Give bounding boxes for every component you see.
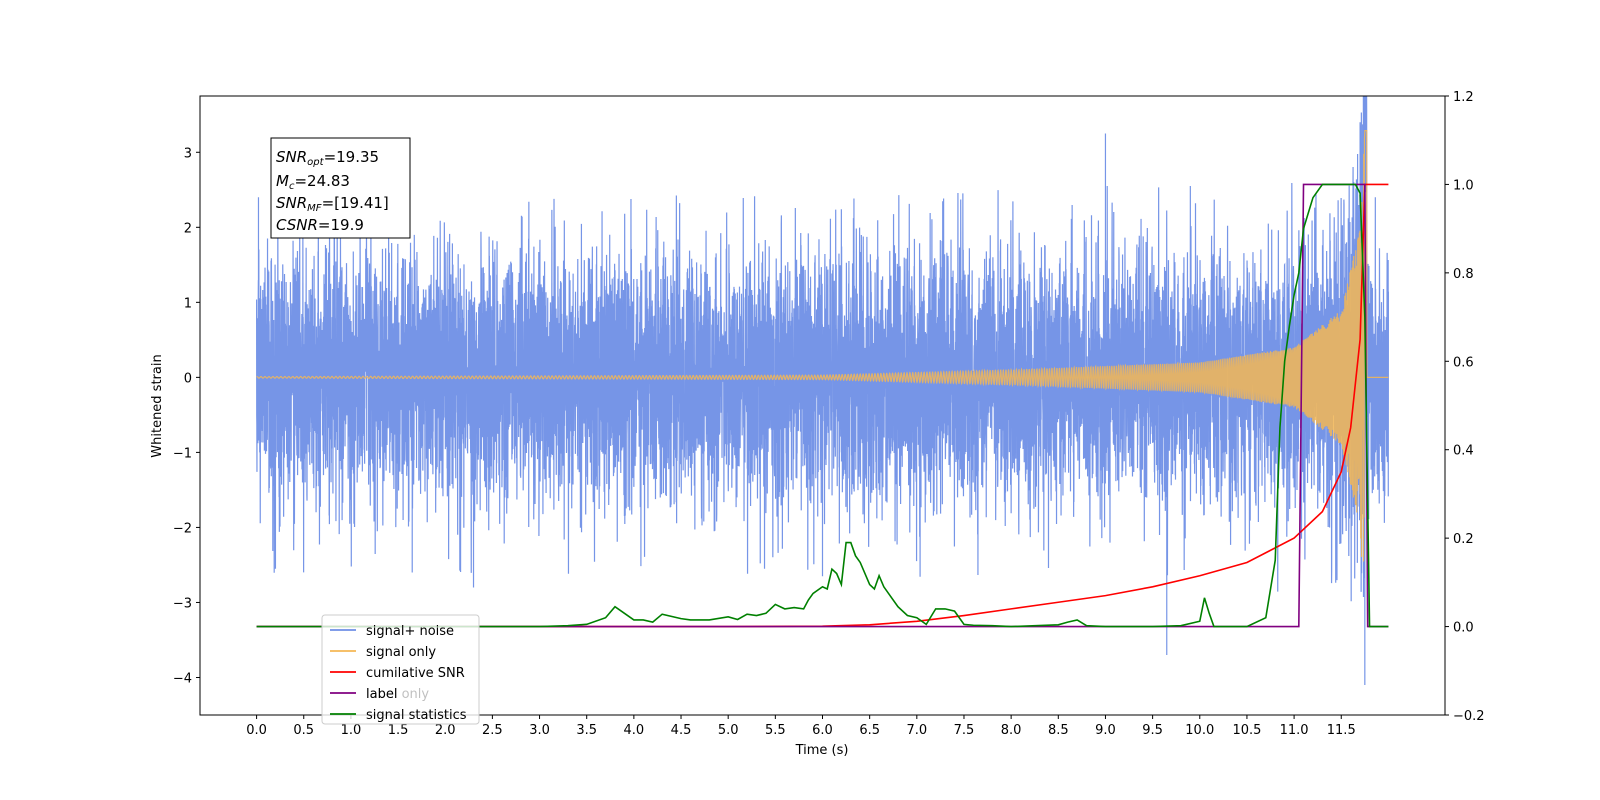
- annotation-frame: [270, 137, 411, 239]
- y2-tick-label: 0.8: [1453, 267, 1474, 282]
- x-tick-label: 6.5: [859, 723, 880, 738]
- x-tick-label: 2.5: [482, 723, 503, 738]
- annotation-snr-opt: SNRopt=19.35: [276, 148, 379, 168]
- legend-entry-label: signal statistics: [366, 708, 467, 723]
- annotation-chirp-mass: Mc=24.83: [276, 172, 350, 192]
- x-tick-label: 3.0: [529, 723, 550, 738]
- series-signal-statistics: [256, 183, 1389, 628]
- y2-tick-label: −0.2: [1453, 709, 1485, 724]
- y-axis-label: Whitened strain: [150, 354, 165, 457]
- series-signal-only: [256, 130, 1389, 562]
- annotation-snr-mf: SNRMF=[19.41]: [276, 194, 389, 214]
- y2-tick-label: 0.6: [1453, 355, 1474, 370]
- y-axis-right: 1.2 1.0 0.8 0.6 0.4 0.2 0.0 −0.2: [1445, 90, 1485, 724]
- x-tick-label: 4.0: [624, 723, 645, 738]
- x-tick-label: 10.5: [1232, 723, 1261, 738]
- y-tick-label: −4: [173, 671, 192, 686]
- legend-entry-label: label: [366, 687, 397, 702]
- legend-entry-label: signal+ noise: [366, 624, 454, 639]
- y-tick-label: 2: [184, 221, 192, 236]
- x-tick-label: 0.0: [246, 723, 267, 738]
- x-tick-label: 5.0: [718, 723, 739, 738]
- y-axis-left: 3 2 1 0 −1 −2 −3 −4: [173, 146, 200, 686]
- plot-series-layer: [255, 96, 1390, 685]
- x-tick-label: 8.5: [1048, 723, 1069, 738]
- x-tick-label: 9.0: [1095, 723, 1116, 738]
- legend: signal+ noise signal only cumilative SNR la…: [321, 614, 480, 725]
- legend-entry-label: cumilative SNR: [366, 666, 465, 681]
- legend-frame: [321, 614, 480, 725]
- stats-annotation-box: SNRopt=19.35 Mc=24.83 SNRMF=[19.41] CSNR…: [270, 137, 411, 239]
- x-tick-label: 10.0: [1185, 723, 1214, 738]
- x-tick-label: 6.0: [812, 723, 833, 738]
- x-tick-label: 11.5: [1327, 723, 1356, 738]
- x-tick-label: 0.5: [293, 723, 314, 738]
- y-tick-label: −2: [173, 521, 192, 536]
- legend-hidden-entry: label only: [366, 687, 429, 702]
- x-tick-label: 7.0: [906, 723, 927, 738]
- x-tick-label: 1.5: [388, 723, 409, 738]
- y2-tick-label: 0.4: [1453, 444, 1474, 459]
- x-tick-label: 2.0: [435, 723, 456, 738]
- x-tick-label: 5.5: [765, 723, 786, 738]
- x-tick-label: 9.5: [1142, 723, 1163, 738]
- y-tick-label: −1: [173, 446, 192, 461]
- series-cumulative-snr: [256, 183, 1389, 628]
- y2-tick-label: 0.2: [1453, 532, 1474, 547]
- legend-entry-label: signal only: [366, 645, 436, 660]
- x-axis-label: Time (s): [795, 743, 849, 758]
- y-tick-label: 3: [184, 146, 192, 161]
- y2-tick-label: 0.0: [1453, 621, 1474, 636]
- x-tick-label: 1.0: [341, 723, 362, 738]
- annotation-csnr: CSNR=19.9: [276, 216, 364, 234]
- x-axis: 0.0 0.5 1.0 1.5 2.0 2.5 3.0 3.5 4.0 4.5 5.0 5.5 6.0 6…: [246, 715, 1356, 738]
- y2-tick-label: 1.0: [1453, 178, 1474, 193]
- x-tick-label: 7.5: [954, 723, 975, 738]
- x-tick-label: 3.5: [576, 723, 597, 738]
- y-tick-label: −3: [173, 596, 192, 611]
- y2-tick-label: 1.2: [1453, 90, 1474, 105]
- y-tick-label: 1: [184, 296, 192, 311]
- y-tick-label: 0: [184, 371, 192, 386]
- x-tick-label: 11.0: [1280, 723, 1309, 738]
- x-tick-label: 4.5: [671, 723, 692, 738]
- x-tick-label: 8.0: [1001, 723, 1022, 738]
